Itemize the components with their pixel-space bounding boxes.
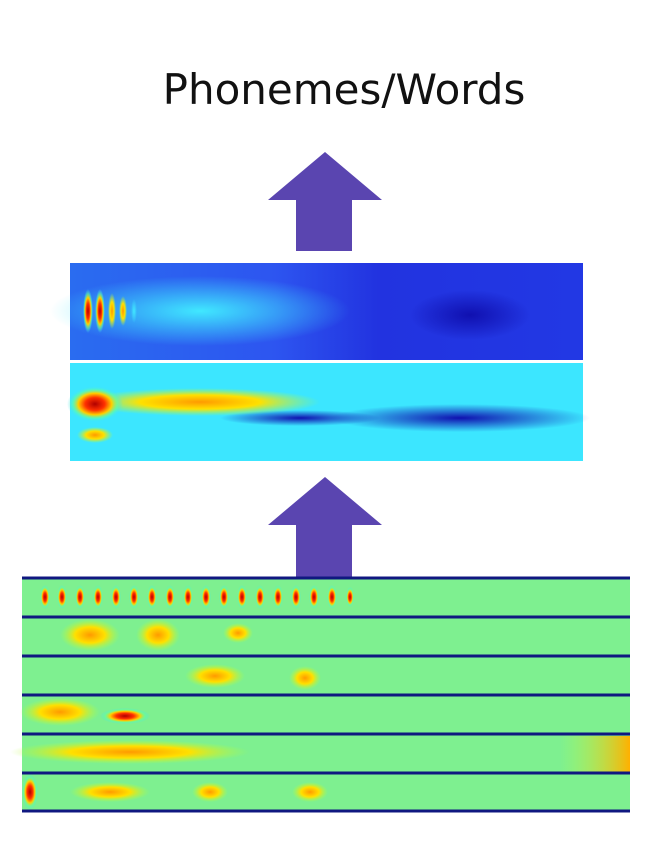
top-feature-map (50, 263, 583, 360)
arrow (268, 152, 382, 251)
mid-feature-map (67, 363, 590, 461)
input-feature-maps (10, 576, 630, 813)
title: Phonemes/Words (163, 65, 526, 114)
arrow (268, 477, 382, 578)
